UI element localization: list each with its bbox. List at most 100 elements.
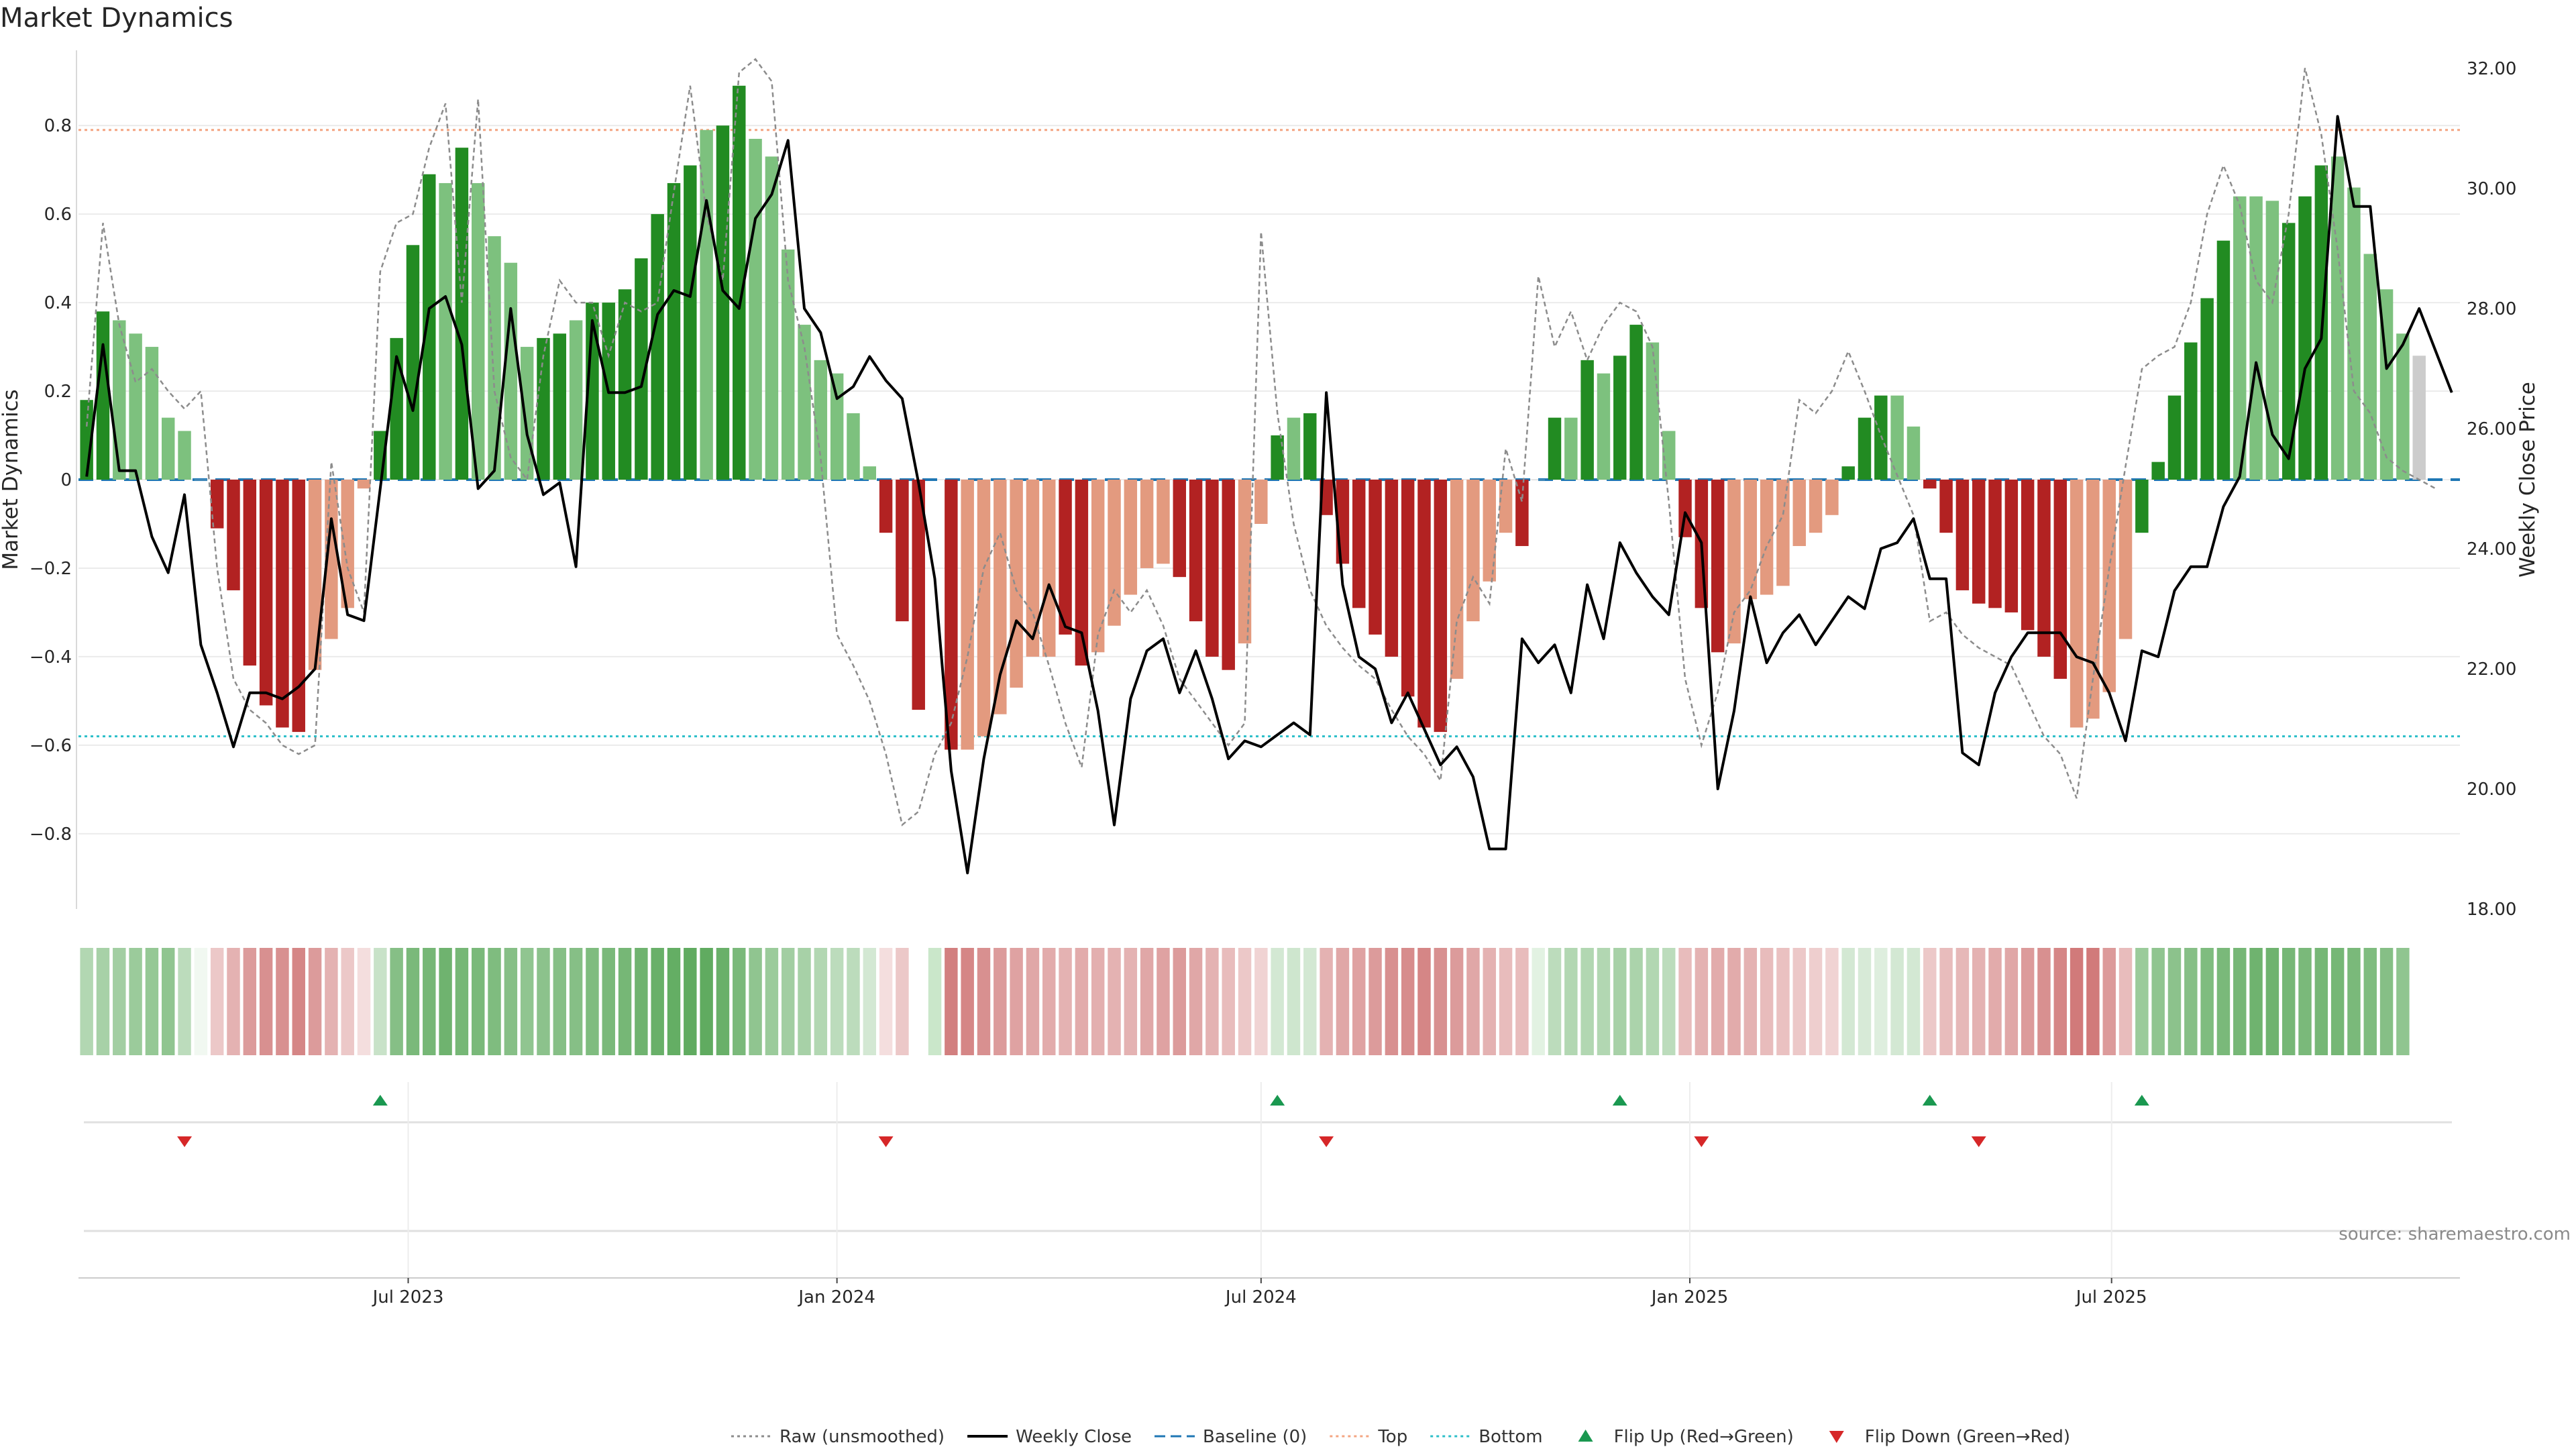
heat-cell xyxy=(2396,948,2410,1055)
heat-cell xyxy=(765,948,779,1055)
heat-cell xyxy=(1287,948,1301,1055)
bar xyxy=(2086,480,2100,719)
heat-cell xyxy=(276,948,289,1055)
y-tick-right: 28.00 xyxy=(2467,299,2516,319)
heat-cell xyxy=(1157,948,1170,1055)
heat-cell xyxy=(1271,948,1284,1055)
heat-cell xyxy=(537,948,550,1055)
y-tick-left: −0.8 xyxy=(30,824,72,845)
legend-label: Baseline (0) xyxy=(1203,1427,1307,1447)
bar xyxy=(847,413,860,480)
heat-cell xyxy=(292,948,305,1055)
bar xyxy=(520,347,534,480)
bar xyxy=(1597,373,1611,480)
bar xyxy=(733,85,746,480)
heat-cell xyxy=(847,948,860,1055)
flip-down-marker xyxy=(1971,1136,1986,1147)
heat-cell xyxy=(194,948,208,1055)
bar xyxy=(1059,480,1072,635)
heat-cell xyxy=(471,948,485,1055)
bar xyxy=(977,480,991,737)
bar xyxy=(2135,480,2149,533)
bar xyxy=(1385,480,1399,657)
heat-cell xyxy=(569,948,583,1055)
y-tick-left: 0 xyxy=(60,470,72,490)
heat-cell xyxy=(1923,948,1937,1055)
bar xyxy=(553,333,567,480)
bar xyxy=(2021,480,2035,631)
heat-cell xyxy=(618,948,632,1055)
bar xyxy=(1776,480,1790,586)
flip-down-marker xyxy=(878,1136,894,1147)
bar xyxy=(635,258,648,480)
bar xyxy=(1727,480,1741,644)
heat-cell xyxy=(586,948,599,1055)
bar xyxy=(1303,413,1317,480)
bar xyxy=(1173,480,1186,578)
bar xyxy=(1662,431,1676,480)
bar xyxy=(1205,480,1219,657)
heat-cell xyxy=(243,948,257,1055)
heat-cell xyxy=(2151,948,2165,1055)
y-axis-left-label: Market Dynamics xyxy=(0,389,23,570)
heat-cell xyxy=(2118,948,2133,1055)
heat-cell xyxy=(1955,948,1970,1055)
bar xyxy=(357,480,371,489)
heat-cell xyxy=(716,948,730,1055)
heat-cell xyxy=(80,948,93,1055)
y-tick-left: −0.4 xyxy=(30,647,72,667)
legend-item: Bottom xyxy=(1430,1427,1543,1447)
bar xyxy=(1841,466,1855,480)
heat-cell xyxy=(2200,948,2214,1055)
bar xyxy=(1678,480,1692,537)
bar xyxy=(2249,196,2263,480)
legend-label: Weekly Close xyxy=(1016,1427,1132,1447)
bar xyxy=(684,165,697,480)
bar xyxy=(1010,480,1023,688)
heat-cell xyxy=(863,948,877,1055)
y-tick-left: −0.6 xyxy=(30,736,72,756)
heat-cell xyxy=(1841,948,1855,1055)
x-tick-label: Jul 2025 xyxy=(2075,1287,2147,1307)
bar xyxy=(178,431,191,480)
bar xyxy=(145,347,159,480)
weekly-close-line xyxy=(85,115,2453,875)
heat-cell xyxy=(1532,948,1545,1055)
bar xyxy=(830,373,844,480)
bar xyxy=(2151,462,2165,480)
heat-cell xyxy=(1499,948,1513,1055)
heat-cell xyxy=(635,948,648,1055)
heat-cell xyxy=(2216,948,2231,1055)
bar xyxy=(863,466,877,480)
bar xyxy=(1955,480,1970,590)
bar xyxy=(781,249,795,480)
legend-item: Top xyxy=(1330,1427,1407,1447)
flip-down-marker xyxy=(1319,1136,1334,1147)
bar xyxy=(1238,480,1252,644)
legend-item: Weekly Close xyxy=(967,1427,1132,1447)
heat-cell xyxy=(145,948,159,1055)
heat-cell xyxy=(1368,948,1382,1055)
heat-cell xyxy=(259,948,273,1055)
bar xyxy=(1548,417,1562,480)
heat-cell xyxy=(1108,948,1121,1055)
heat-cell xyxy=(1336,948,1350,1055)
heat-cell xyxy=(210,948,224,1055)
heat-cell xyxy=(1858,948,1872,1055)
bar xyxy=(471,182,485,480)
heat-cell xyxy=(700,948,713,1055)
flip-up-marker xyxy=(1612,1095,1627,1106)
legend-item: Raw (unsmoothed) xyxy=(731,1427,945,1447)
y-tick-right: 18.00 xyxy=(2467,900,2516,920)
bar xyxy=(1157,480,1170,564)
heat-cell xyxy=(928,948,942,1055)
heat-cell xyxy=(1597,948,1611,1055)
x-tick-label: Jan 2024 xyxy=(797,1287,875,1307)
heat-cell xyxy=(1678,948,1692,1055)
heat-cell xyxy=(374,948,387,1055)
bar xyxy=(455,148,469,480)
legend-item: Flip Down (Green→Red) xyxy=(1829,1427,2070,1447)
heat-cell xyxy=(1140,948,1154,1055)
y-tick-left: 0.6 xyxy=(44,205,72,225)
heat-cell xyxy=(390,948,403,1055)
